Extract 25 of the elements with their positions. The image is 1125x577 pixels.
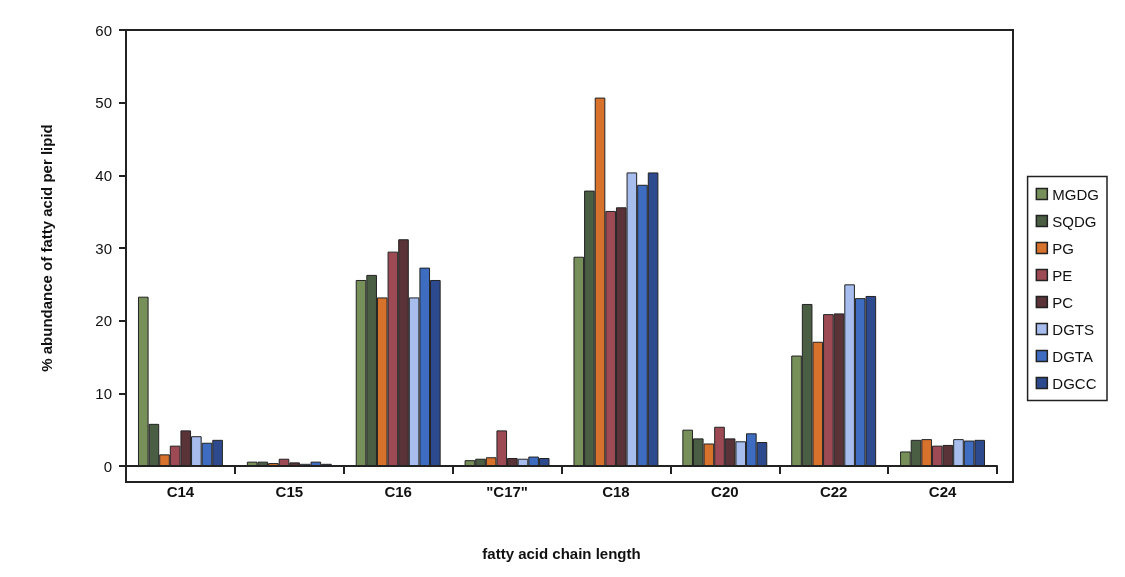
x-tick-label: C15: [275, 483, 304, 500]
y-tick-label: 0: [103, 457, 112, 475]
x-tick-label: C22: [819, 483, 848, 500]
y-tick-label: 30: [95, 239, 112, 257]
legend-label: PG: [1052, 239, 1075, 257]
y-tick-label: 10: [95, 384, 112, 402]
x-tick-label: C20: [711, 483, 739, 500]
legend-label: DGTA: [1052, 347, 1093, 365]
y-tick-label: 40: [95, 166, 112, 184]
y-tick-label: 60: [95, 21, 112, 39]
x-tick-label: C18: [602, 483, 630, 500]
x-tick-label: C16: [384, 483, 412, 500]
x-tick-label: "C17": [486, 483, 528, 500]
x-tick-label: C14: [166, 483, 195, 500]
legend-label: DGCC: [1052, 374, 1097, 392]
legend-label: DGTS: [1052, 320, 1095, 338]
legend-label: PC: [1052, 293, 1074, 311]
x-axis-title: fatty acid chain length: [482, 545, 641, 562]
y-tick-label: 50: [95, 94, 112, 112]
legend-label: SQDG: [1052, 212, 1097, 230]
x-tick-label: C24: [928, 483, 957, 500]
y-tick-label: 20: [95, 312, 112, 330]
legend-label: MGDG: [1052, 185, 1100, 203]
legend-label: PE: [1052, 266, 1073, 284]
y-axis-title: % abundance of fatty acid per lipid: [38, 124, 55, 372]
